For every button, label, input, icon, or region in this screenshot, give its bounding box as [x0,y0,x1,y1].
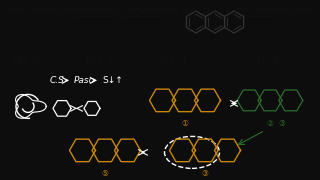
Text: ③: ③ [279,119,285,128]
Text: (d)  3: (d) 3 [250,55,278,64]
Text: Paso: Paso [74,76,95,85]
Text: S↓↑: S↓↑ [102,76,123,85]
Text: How many resonating structures are there for anthracene?: How many resonating structures are there… [6,6,317,15]
Text: (a)  6: (a) 6 [13,55,40,64]
Text: ③: ③ [202,169,208,178]
Text: ②: ② [267,119,273,128]
Text: C.S: C.S [50,76,65,85]
Text: (c)  4: (c) 4 [160,55,187,64]
Text: ①: ① [181,119,188,128]
Text: (b)  5: (b) 5 [86,55,115,64]
Text: ⑤: ⑤ [101,169,108,178]
